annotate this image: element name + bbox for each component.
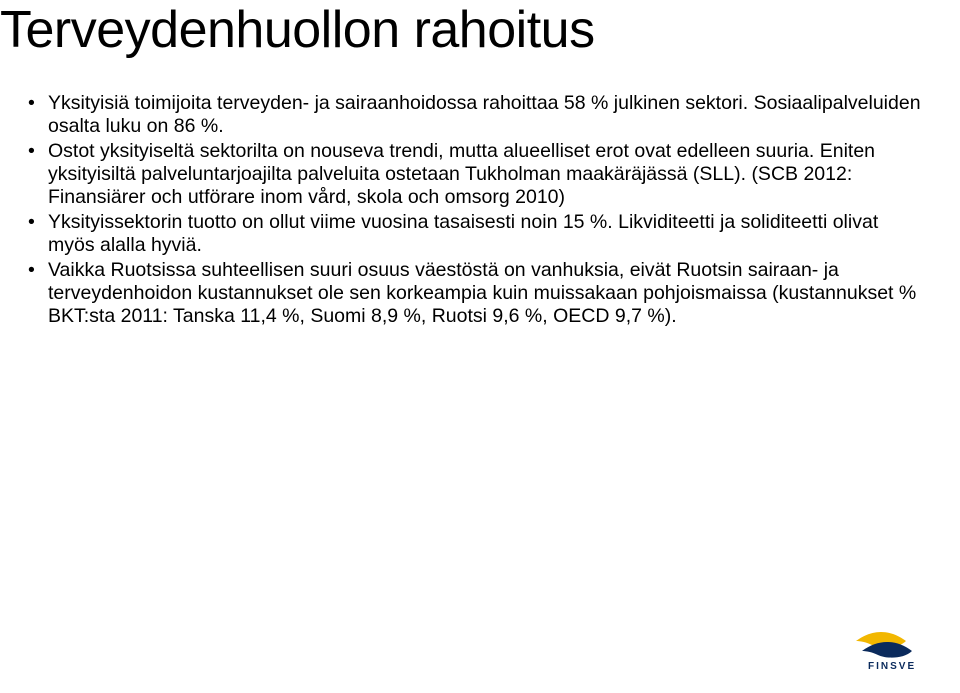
bullet-item: Ostot yksityiseltä sektorilta on nouseva…	[22, 140, 930, 209]
finsve-logo-text: FINSVE	[868, 661, 916, 671]
slide-body: Yksityisiä toimijoita terveyden- ja sair…	[22, 92, 930, 330]
finsve-logo: FINSVE	[850, 627, 938, 671]
bullet-item: Vaikka Ruotsissa suhteellisen suuri osuu…	[22, 259, 930, 328]
slide-title: Terveydenhuollon rahoitus	[0, 0, 595, 60]
bullet-item: Yksityissektorin tuotto on ollut viime v…	[22, 211, 930, 257]
bullet-list: Yksityisiä toimijoita terveyden- ja sair…	[22, 92, 930, 328]
bullet-item: Yksityisiä toimijoita terveyden- ja sair…	[22, 92, 930, 138]
finsve-logo-icon: FINSVE	[850, 627, 938, 671]
